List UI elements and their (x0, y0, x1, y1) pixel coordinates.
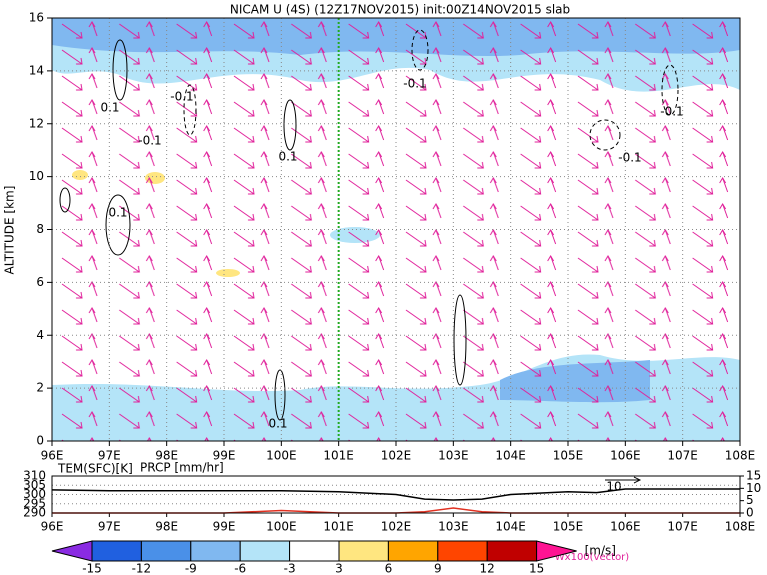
contour-label: 0.1 (108, 206, 127, 220)
x-tick-label: 104E (495, 449, 526, 463)
colorbar-cell (387, 540, 439, 562)
contours (59, 29, 679, 421)
colorbar-cell (486, 540, 538, 562)
x-tick-label: 96E (41, 449, 64, 463)
x-tick-label: 102E (381, 520, 412, 534)
y2-tick-label: 10 (746, 481, 761, 495)
y2-tick-label: 0 (746, 506, 754, 520)
contour-label: 0.1 (100, 101, 119, 115)
x-tick-label: 102E (381, 449, 412, 463)
vector-label: Wx100(vector) (555, 552, 630, 563)
x-tick-label: 97E (98, 520, 121, 534)
x-tick-label: 106E (610, 520, 641, 534)
colorbar-label: -12 (132, 562, 152, 575)
series-line (52, 507, 740, 514)
plot-frame (51, 17, 741, 442)
x-tick-label: 100E (266, 520, 297, 534)
plot-frame (51, 475, 741, 514)
y-tick-label: 290 (23, 506, 46, 520)
x-tick-label: 107E (667, 520, 698, 534)
y-tick-label: 16 (29, 11, 44, 25)
x-tick-label: 107E (667, 449, 698, 463)
y-tick-label: 14 (29, 63, 44, 77)
colorbar-unit: [m/s] (585, 544, 616, 558)
x-tick-label: 97E (98, 449, 121, 463)
y-tick-label: 300 (23, 487, 46, 501)
colorbar-label: 6 (385, 562, 393, 575)
y-tick-label: 310 (23, 469, 46, 483)
y-tick-label: 10 (29, 169, 44, 183)
contour-label: 0.1 (268, 417, 287, 431)
x-tick-label: 108E (725, 449, 756, 463)
colorbar-label: 12 (480, 562, 495, 575)
contour-label: -0.1 (138, 134, 161, 148)
y-tick-label: 305 (23, 478, 46, 492)
y-tick-label: 2 (36, 381, 44, 395)
colorbar-label: 9 (434, 562, 442, 575)
colorbar-label: 15 (529, 562, 544, 575)
colorbar-cell (289, 540, 340, 562)
contour-label: 0.1 (278, 150, 297, 164)
x-tick-label: 103E (438, 520, 469, 534)
x-tick-label: 96E (41, 520, 64, 534)
colorbar-label: -15 (82, 562, 102, 575)
x-tick-label: 104E (495, 520, 526, 534)
x-tick-label: 98E (155, 520, 178, 534)
x-tick-label: 101E (323, 520, 354, 534)
y2-tick-label: 5 (746, 493, 754, 507)
colorbar-cell (91, 540, 142, 562)
colorbar-cell (338, 540, 389, 562)
series-line (51, 488, 740, 501)
colorbar-cell (536, 540, 577, 562)
y-tick-label: 6 (36, 275, 44, 289)
x-tick-label: 101E (323, 449, 354, 463)
y-tick-label: 295 (23, 496, 46, 510)
colorbar-cell (140, 540, 192, 562)
contour-label: -0.1 (170, 90, 193, 104)
x-tick-label: 106E (610, 449, 641, 463)
colorbar-label: 3 (335, 562, 343, 575)
y-tick-label: 4 (36, 328, 44, 342)
colorbar-cell (190, 540, 241, 562)
y-tick-label: 0 (36, 434, 44, 448)
y2-tick-label: 15 (746, 469, 761, 483)
contour-label: -0.1 (660, 105, 683, 119)
chart-title: NICAM U (4S) (12Z17NOV2015) init:00Z14NO… (230, 3, 570, 17)
x-tick-label: 100E (266, 449, 297, 463)
legend-label: TEM(SFC)[K] (57, 462, 133, 476)
colorbar-cell (239, 540, 291, 562)
contour-labels: 0.1 -0.1 -0.1 0.1 0.1 -0.1 -0.1 -0.1 0.1 (100, 77, 683, 431)
x-tick-label: 99E (213, 520, 236, 534)
y-tick-label: 8 (36, 222, 44, 236)
y-axis-label: ALTITUDE [km] (3, 186, 17, 275)
colorbar-label: -6 (234, 562, 246, 575)
y-tick-label: 12 (29, 116, 44, 130)
x-tick-label: 99E (213, 449, 236, 463)
colorbar-cell (51, 540, 93, 562)
x-tick-label: 98E (155, 449, 178, 463)
colorbar-cell (437, 540, 488, 562)
x-tick-label: 105E (553, 449, 584, 463)
colorbar-label: -9 (185, 562, 197, 575)
x-tick-label: 105E (553, 520, 584, 534)
x-tick-label: 108E (725, 520, 756, 534)
x-tick-label: 103E (438, 449, 469, 463)
colorbar-label: -3 (284, 562, 296, 575)
legend-label: PRCP [mm/hr] (140, 461, 224, 475)
contour-label: -0.1 (403, 77, 426, 91)
contour-label: -0.1 (618, 151, 641, 165)
